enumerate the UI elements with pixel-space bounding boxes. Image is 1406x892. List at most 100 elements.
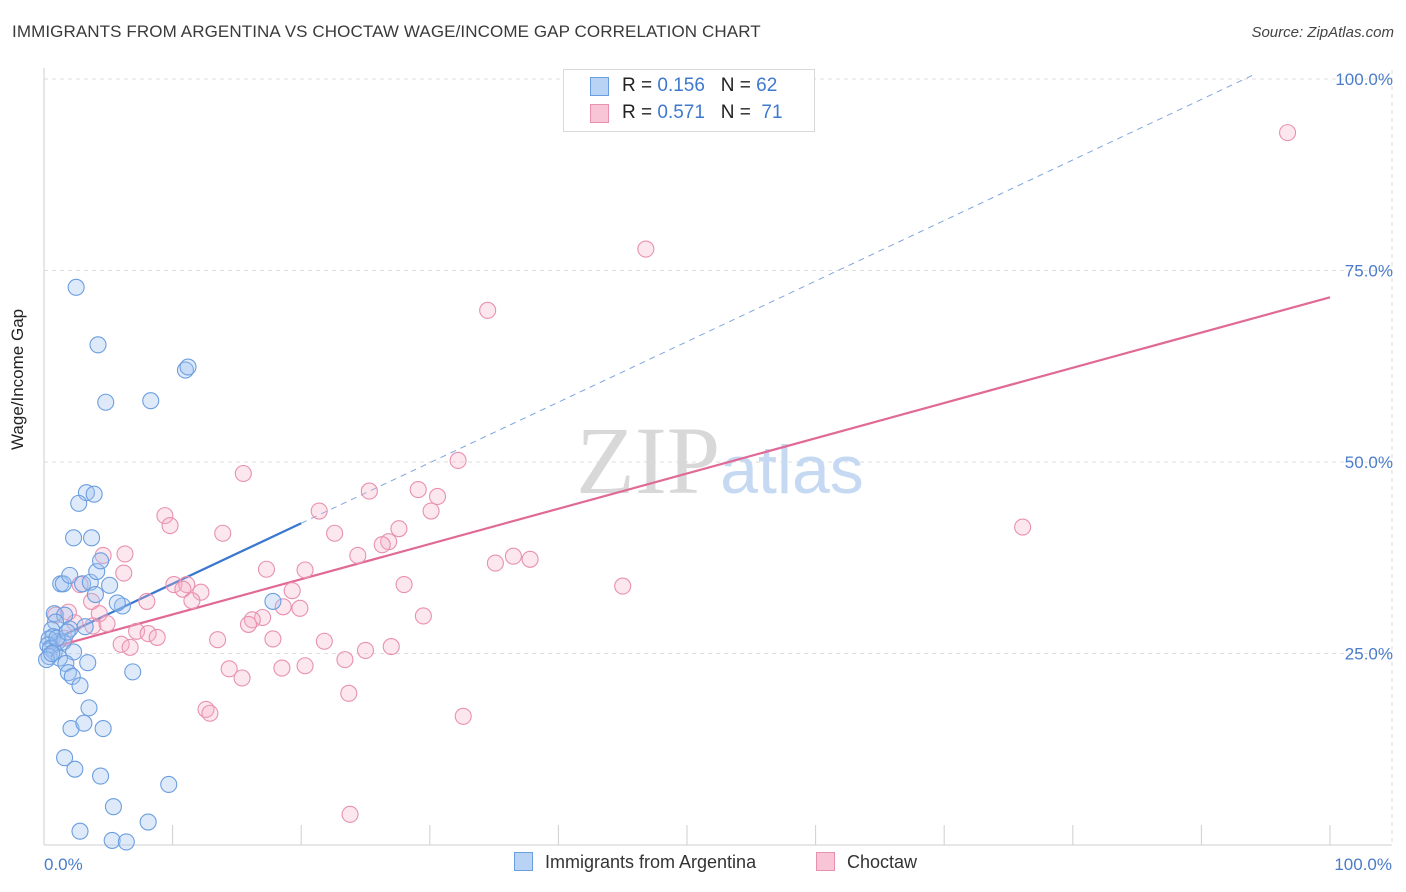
point-argentina [43,644,61,663]
y-tick-label-100: 100.0% [1335,70,1393,89]
point-choctaw [115,564,133,582]
point-choctaw [360,482,378,500]
point-choctaw [274,598,292,616]
source-credit: Source: ZipAtlas.com [1251,24,1394,41]
point-choctaw [273,659,291,677]
data-points [38,124,1297,851]
point-choctaw [174,580,192,598]
point-argentina [103,831,121,849]
point-choctaw [234,464,252,483]
point-choctaw [1279,124,1297,142]
point-choctaw [340,684,358,702]
bottom-swatch-choctaw [816,852,835,871]
point-argentina [92,767,110,785]
point-choctaw [98,615,116,633]
point-argentina [79,654,97,672]
point-argentina [56,749,74,767]
point-choctaw [349,546,367,565]
bottom-legend-choctaw: Choctaw [816,852,917,873]
point-choctaw [239,615,258,633]
point-argentina [89,336,107,354]
legend-swatch-argentina [590,77,609,96]
point-argentina [62,720,80,738]
bottom-swatch-argentina [514,852,533,871]
point-argentina [94,720,112,738]
point-argentina [85,485,103,503]
point-argentina [86,585,104,604]
point-choctaw [504,547,522,565]
y-tick-labels: 25.0% 50.0% 75.0% 100.0% [1335,70,1393,664]
legend-r-label: R = [622,75,658,96]
point-argentina [66,760,84,778]
point-choctaw [454,707,472,725]
point-choctaw [449,451,467,470]
x-tick-label-min: 0.0% [44,855,83,874]
point-argentina [124,663,142,681]
point-argentina [71,822,89,840]
point-argentina [76,618,94,636]
point-choctaw [139,625,157,643]
legend-r-label: R = [622,102,658,123]
point-argentina [75,714,93,732]
y-tick-label-75: 75.0% [1345,262,1393,281]
trend-lines [43,74,1331,651]
point-argentina [92,552,110,570]
point-argentina [67,278,85,296]
point-argentina [71,677,89,695]
point-choctaw [356,641,375,659]
bottom-legend-label: Choctaw [847,852,918,872]
point-choctaw [382,638,400,656]
point-choctaw [296,561,314,579]
point-choctaw [148,628,166,646]
bottom-legend-label: Immigrants from Argentina [545,852,757,872]
legend-n-label: N = [720,75,757,96]
point-choctaw [138,592,156,610]
legend-r-value: 0.571 [657,102,705,123]
point-argentina [160,775,178,794]
point-argentina [54,575,72,593]
point-choctaw [479,301,497,319]
correlation-legend: R = 0.156 N = 62 R = 0.571 N = 71 [563,69,815,132]
point-choctaw [220,660,238,678]
watermark-atlas: atlas [720,432,864,508]
point-choctaw [390,520,408,538]
point-choctaw [409,481,427,499]
point-choctaw [283,582,301,600]
point-choctaw [414,607,432,625]
point-choctaw [291,599,309,617]
trend-line-argentina [43,522,302,646]
legend-n-label: N = [720,102,757,123]
point-argentina [88,562,106,581]
point-choctaw [209,631,227,649]
point-choctaw [310,502,328,520]
point-argentina [104,798,122,816]
point-argentina [80,699,98,717]
point-choctaw [156,507,174,525]
point-choctaw [161,517,179,535]
point-argentina [264,592,282,610]
chart-title: IMMIGRANTS FROM ARGENTINA VS CHOCTAW WAG… [12,22,761,41]
point-choctaw [264,630,282,648]
point-choctaw [395,576,413,594]
point-choctaw [296,657,314,675]
legend-n-value: 71 [761,102,783,123]
point-choctaw [422,502,440,520]
point-argentina [70,494,88,512]
point-argentina [65,529,83,547]
trend-line-choctaw [43,296,1331,651]
point-choctaw [165,576,183,594]
point-choctaw [1014,518,1032,536]
point-argentina [142,392,160,410]
point-argentina [139,813,157,831]
bottom-legend-argentina: Immigrants from Argentina [514,852,756,873]
y-tick-label-25: 25.0% [1345,645,1393,664]
point-choctaw [254,608,272,627]
legend-n-value: 62 [756,75,778,96]
point-argentina [176,361,195,379]
point-choctaw [336,651,354,669]
point-argentina [97,393,115,411]
point-choctaw [341,805,359,823]
point-choctaw [257,560,276,578]
point-choctaw [326,524,344,542]
